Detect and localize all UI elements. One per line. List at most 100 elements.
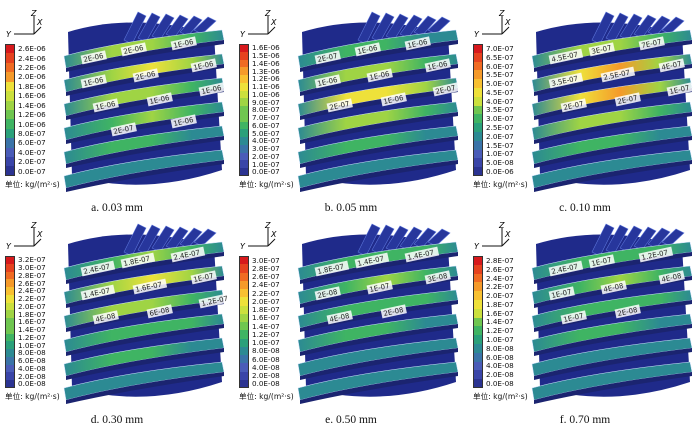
colorbar-tick-label: 1.4E-06 [252,58,280,68]
colorbar-row: 5.0E-07 [239,129,280,138]
colorbar-row: 4.0E-08 [239,363,280,372]
colorbar-swatch [239,168,249,176]
contour-label-bg [548,48,584,65]
colorbar-tick-label: 1.4E-07 [252,321,280,331]
colorbar-tick-label: 2.6E-07 [252,272,280,282]
colorbar-tick-label: 3.5E-07 [486,105,514,115]
colorbar-row: 1.6E-07 [5,317,46,326]
colorbar-row: 3.5E-07 [473,105,514,115]
panel-e: Z Y X 3.0E-07 2.8E-07 2.6E-07 2.4E-07 2.2E-07 2.… [236,218,466,428]
colorbar-row: 8.0E-08 [5,348,46,357]
contour-label-bg [146,304,173,319]
colorbar-swatch [473,282,483,292]
colorbar-tick-label: 1.6E-07 [252,313,280,323]
colorbar-row: 4.0E-08 [473,361,514,371]
colorbar-row: 2.0E-08 [5,372,46,381]
colorbar-tick-label: 1.4E-07 [486,317,514,327]
contour-label-bg [170,36,197,51]
contour-label-bg [190,270,217,285]
colorbar-row: 1.6E-07 [473,309,514,318]
colorbar-swatch [239,322,249,331]
axis-triad: Z Y X [240,9,277,39]
contour-label-bg [366,280,393,295]
colorbar-tick-label: 0.0E-08 [18,379,46,389]
colorbar-row: 3.0E-07 [239,256,280,265]
colorbar-tick-label: 4.0E-07 [18,147,46,157]
colorbar-row: 6.0E-07 [239,121,280,130]
colorbar-row: 2.4E-07 [473,274,514,283]
axis-triad: Z Y X [474,221,511,251]
colorbar-row: 3.0E-07 [5,263,46,272]
colorbar-tick-label: 0.0E-06 [486,167,514,177]
colorbar-swatch [473,317,483,327]
colorbar-swatch [239,137,249,145]
axis-label-x: X [36,18,43,27]
colorbar-row: 6.0E-08 [5,356,46,365]
colorbar-tick-label: 1.0E-06 [252,89,280,99]
colorbar-row: 1.2E-07 [5,333,46,342]
colorbar-tick-label: 4.0E-08 [18,363,46,373]
colorbar-tick-label: 1.8E-07 [18,309,46,319]
colorbar-row: 2.6E-07 [5,279,46,288]
axis-triad: Z Y X [6,9,43,39]
colorbar-tick-label: 2.4E-07 [252,280,280,290]
colorbar-swatch [239,113,249,122]
axis-label-z: Z [264,9,271,18]
band-shadow [534,160,692,192]
contour-label-bg [366,68,393,83]
contour-label-bg [548,72,584,89]
colorbar-swatch [5,271,15,280]
colorbar-row: 2.4E-07 [5,286,46,295]
colorbar-tick-label: 2.2E-07 [486,282,514,292]
colorbar-tick-label: 2.2E-07 [252,288,280,298]
axis-triad: Z Y X [6,221,43,251]
colorbar-swatch [239,129,249,137]
contour-label-bg [354,42,381,57]
colorbar-tick-label: 0.0E-07 [252,167,280,177]
colorbar-row: 2.2E-06 [5,62,46,73]
band-shadow [534,348,692,380]
colorbar-row: 1.2E-07 [239,330,280,339]
colorbar-tick-label: 1.0E-07 [486,149,514,159]
colorbar-swatch [239,355,249,364]
contour-label-bg [588,254,615,269]
colorbar-swatch [239,121,249,130]
colorbar-tick-label: 2.0E-06 [18,72,46,82]
colorbar-swatch [5,325,15,334]
colorbar-swatch [473,140,483,150]
colorbar-tick-label: 4.0E-08 [486,361,514,371]
colorbar-row: 2.4E-07 [239,280,280,290]
colorbar-row: 2.0E-07 [5,302,46,311]
colorbar-tick-label: 2.2E-06 [18,63,46,73]
colorbar-row: 1.6E-06 [239,43,280,52]
axis-label-x: X [36,230,43,239]
colorbar-tick-label: 2.4E-06 [18,53,46,63]
colorbar-tick-label: 4.0E-07 [252,136,280,146]
colorbar-row: 2.0E-07 [5,157,46,167]
colorbar-tick-label: 6.5E-07 [486,52,514,62]
colorbar-swatch [239,82,249,91]
axis-label-z: Z [30,221,37,230]
colorbar-row: 1.0E-07 [239,160,280,169]
unit-label: 单位: kg/(m²·s) [473,180,528,189]
colorbar-row: 2.2E-07 [473,282,514,291]
colorbar-row: 2.6E-07 [239,272,280,282]
colorbar-row: 1.6E-07 [239,313,280,323]
colorbar-swatch [5,364,15,373]
contour-label-bg [80,260,116,277]
band-shadow [300,136,458,168]
unit-label: 单位: kg/(m²·s) [5,392,60,401]
colorbar-row: 1.0E-06 [239,89,280,99]
colorbar-swatch [5,380,15,388]
colorbar-swatch [239,256,249,265]
colorbar-row: 1.4E-07 [239,321,280,331]
colorbar-swatch [5,294,15,303]
band-shadow [534,372,692,404]
unit-label: 单位: kg/(m²·s) [239,392,294,401]
colorbar-tick-label: 1.8E-07 [486,299,514,309]
colorbar-swatch [5,53,15,63]
contour-label-bg [560,310,587,325]
